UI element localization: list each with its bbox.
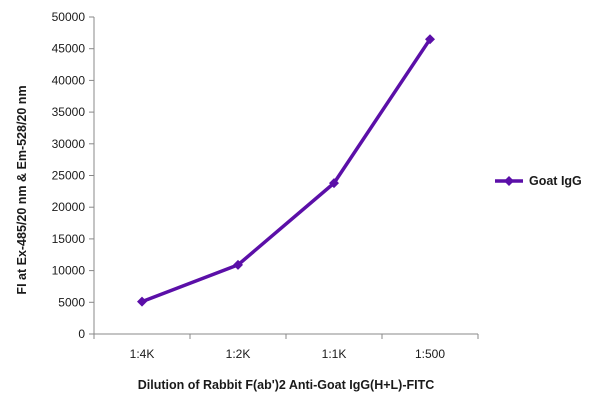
y-tick-label: 5000 — [58, 295, 85, 309]
legend-label: Goat IgG — [529, 174, 582, 188]
series-layer — [137, 34, 435, 307]
data-point — [233, 259, 243, 270]
data-point — [425, 34, 435, 45]
y-tick-label: 0 — [78, 327, 85, 341]
y-tick-label: 45000 — [52, 42, 86, 56]
y-tick-label: 15000 — [52, 232, 86, 246]
x-tick-label: 1:1K — [322, 347, 347, 361]
x-tick-labels: 1:4K 1:2K 1:1K 1:500 — [93, 334, 479, 361]
y-tick-label: 20000 — [52, 200, 86, 214]
data-point — [329, 178, 339, 189]
x-tick-label: 1:4K — [130, 347, 155, 361]
y-tick-labels: 0 5000 10000 15000 20000 25000 30000 35000 40000… — [52, 10, 94, 341]
x-axis-title: Dilution of Rabbit F(ab')2 Anti-Goat IgG… — [138, 378, 435, 392]
y-tick-label: 35000 — [52, 105, 86, 119]
y-axis-title: FI at Ex-485/20 nm & Em-528/20 nm — [15, 85, 29, 294]
x-tick-label: 1:500 — [415, 347, 445, 361]
data-point — [137, 296, 147, 307]
y-tick-label: 40000 — [52, 73, 86, 87]
x-tick-label: 1:2K — [226, 347, 251, 361]
y-tick-label: 25000 — [52, 169, 86, 183]
y-tick-label: 10000 — [52, 264, 86, 278]
series-line — [140, 37, 432, 304]
y-tick-label: 30000 — [52, 137, 86, 151]
legend: Goat IgG — [495, 174, 582, 188]
y-tick-label: 50000 — [52, 10, 86, 24]
legend-diamond-marker — [504, 176, 514, 186]
